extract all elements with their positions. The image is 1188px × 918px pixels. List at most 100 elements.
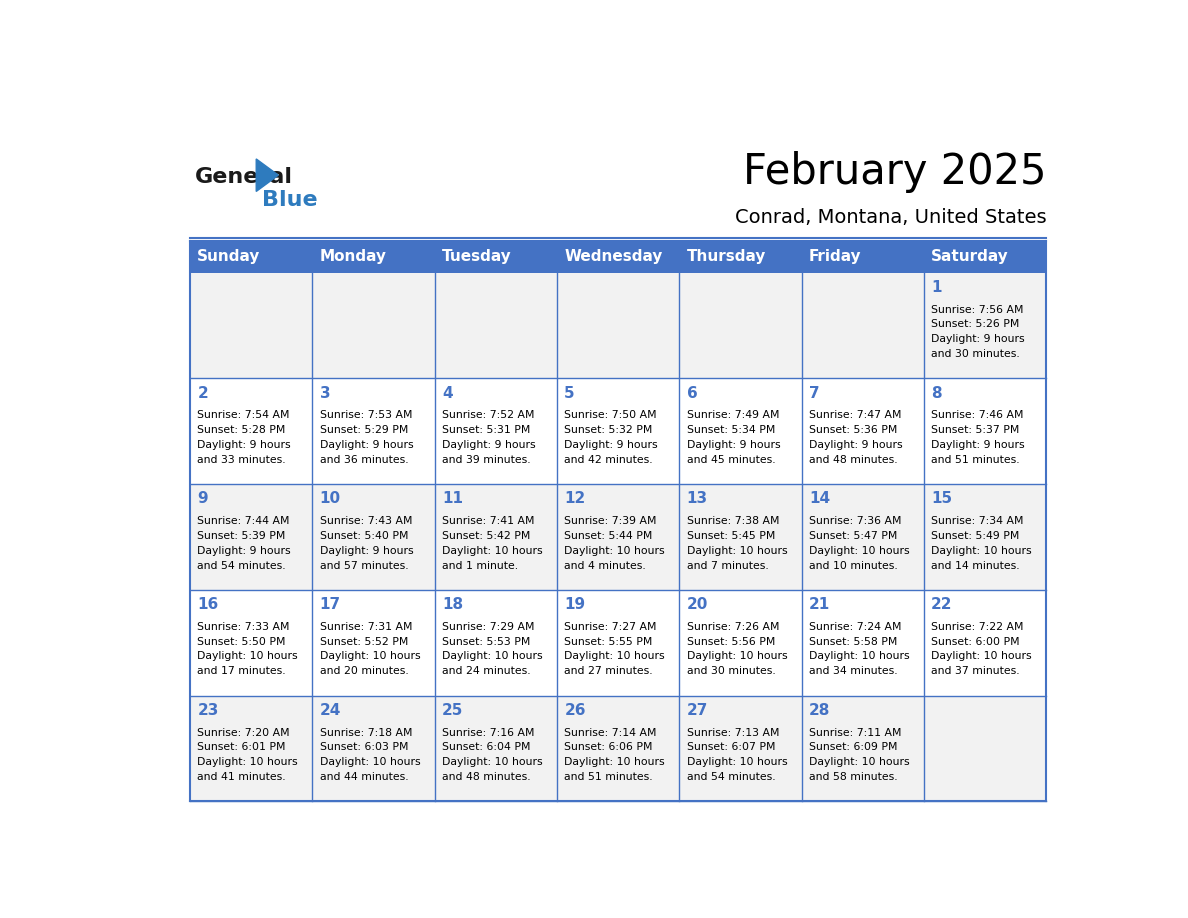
Text: Daylight: 10 hours: Daylight: 10 hours [931,545,1032,555]
Text: Sunrise: 7:11 AM: Sunrise: 7:11 AM [809,728,902,737]
Text: Sunset: 6:07 PM: Sunset: 6:07 PM [687,743,775,753]
Text: Sunset: 5:40 PM: Sunset: 5:40 PM [320,531,409,541]
Text: Friday: Friday [809,250,861,264]
FancyBboxPatch shape [312,378,435,484]
Text: 17: 17 [320,597,341,612]
Text: Sunrise: 7:49 AM: Sunrise: 7:49 AM [687,410,779,420]
Text: Sunrise: 7:33 AM: Sunrise: 7:33 AM [197,621,290,632]
Text: Daylight: 9 hours: Daylight: 9 hours [320,545,413,555]
Text: 28: 28 [809,703,830,718]
Text: February 2025: February 2025 [742,151,1047,194]
Text: and 14 minutes.: and 14 minutes. [931,561,1019,571]
Text: Daylight: 10 hours: Daylight: 10 hours [442,757,543,767]
Text: Conrad, Montana, United States: Conrad, Montana, United States [734,208,1047,227]
FancyBboxPatch shape [435,378,557,484]
FancyBboxPatch shape [435,590,557,696]
FancyBboxPatch shape [312,590,435,696]
Text: 14: 14 [809,491,830,507]
Text: Monday: Monday [320,250,386,264]
Text: 25: 25 [442,703,463,718]
Text: Daylight: 10 hours: Daylight: 10 hours [442,652,543,662]
Text: Sunrise: 7:29 AM: Sunrise: 7:29 AM [442,621,535,632]
Text: 27: 27 [687,703,708,718]
Text: Daylight: 10 hours: Daylight: 10 hours [197,757,298,767]
Text: Sunrise: 7:14 AM: Sunrise: 7:14 AM [564,728,657,737]
Text: Daylight: 9 hours: Daylight: 9 hours [564,440,658,450]
Text: Sunrise: 7:24 AM: Sunrise: 7:24 AM [809,621,902,632]
Text: Sunset: 5:53 PM: Sunset: 5:53 PM [442,636,530,646]
Text: 24: 24 [320,703,341,718]
Text: General: General [195,167,292,187]
Text: Daylight: 10 hours: Daylight: 10 hours [564,652,665,662]
Text: Daylight: 9 hours: Daylight: 9 hours [320,440,413,450]
FancyBboxPatch shape [924,484,1047,590]
Text: Daylight: 10 hours: Daylight: 10 hours [687,652,788,662]
FancyBboxPatch shape [680,696,802,801]
Text: Sunset: 5:32 PM: Sunset: 5:32 PM [564,425,652,435]
FancyBboxPatch shape [312,696,435,801]
Text: Daylight: 10 hours: Daylight: 10 hours [320,757,421,767]
Text: 1: 1 [931,280,942,295]
Text: Daylight: 10 hours: Daylight: 10 hours [931,652,1032,662]
Text: Daylight: 10 hours: Daylight: 10 hours [809,757,910,767]
Text: Sunrise: 7:52 AM: Sunrise: 7:52 AM [442,410,535,420]
Text: Sunset: 5:44 PM: Sunset: 5:44 PM [564,531,652,541]
Text: Sunrise: 7:27 AM: Sunrise: 7:27 AM [564,621,657,632]
FancyBboxPatch shape [802,273,924,378]
FancyBboxPatch shape [680,273,802,378]
Text: Sunset: 5:47 PM: Sunset: 5:47 PM [809,531,897,541]
Text: 15: 15 [931,491,953,507]
Text: Sunset: 5:58 PM: Sunset: 5:58 PM [809,636,897,646]
Text: Sunrise: 7:53 AM: Sunrise: 7:53 AM [320,410,412,420]
FancyBboxPatch shape [190,590,312,696]
FancyBboxPatch shape [557,696,680,801]
Text: 4: 4 [442,386,453,400]
FancyBboxPatch shape [802,484,924,590]
FancyBboxPatch shape [680,378,802,484]
Text: 7: 7 [809,386,820,400]
Text: and 57 minutes.: and 57 minutes. [320,561,409,571]
Text: Daylight: 9 hours: Daylight: 9 hours [197,440,291,450]
Text: Daylight: 10 hours: Daylight: 10 hours [687,545,788,555]
Text: and 7 minutes.: and 7 minutes. [687,561,769,571]
FancyBboxPatch shape [924,273,1047,378]
Text: Saturday: Saturday [931,250,1009,264]
Text: 23: 23 [197,703,219,718]
Text: Sunrise: 7:43 AM: Sunrise: 7:43 AM [320,516,412,526]
Text: Sunrise: 7:36 AM: Sunrise: 7:36 AM [809,516,902,526]
Text: Sunset: 5:36 PM: Sunset: 5:36 PM [809,425,897,435]
Text: Sunset: 5:56 PM: Sunset: 5:56 PM [687,636,775,646]
Text: Sunset: 5:55 PM: Sunset: 5:55 PM [564,636,652,646]
Text: Daylight: 10 hours: Daylight: 10 hours [809,652,910,662]
FancyBboxPatch shape [435,241,557,273]
Text: Daylight: 9 hours: Daylight: 9 hours [931,334,1025,344]
Text: and 45 minutes.: and 45 minutes. [687,454,776,465]
FancyBboxPatch shape [802,590,924,696]
Text: 16: 16 [197,597,219,612]
Text: and 37 minutes.: and 37 minutes. [931,666,1019,677]
FancyBboxPatch shape [680,590,802,696]
Text: Sunrise: 7:50 AM: Sunrise: 7:50 AM [564,410,657,420]
Text: Sunset: 5:39 PM: Sunset: 5:39 PM [197,531,285,541]
FancyBboxPatch shape [190,484,312,590]
Text: and 39 minutes.: and 39 minutes. [442,454,531,465]
Text: Sunrise: 7:46 AM: Sunrise: 7:46 AM [931,410,1024,420]
Text: 5: 5 [564,386,575,400]
Text: and 41 minutes.: and 41 minutes. [197,772,286,782]
Text: Sunrise: 7:26 AM: Sunrise: 7:26 AM [687,621,779,632]
Text: 19: 19 [564,597,586,612]
FancyBboxPatch shape [557,484,680,590]
Text: Sunset: 5:29 PM: Sunset: 5:29 PM [320,425,407,435]
FancyBboxPatch shape [802,696,924,801]
Text: Sunrise: 7:39 AM: Sunrise: 7:39 AM [564,516,657,526]
Text: and 51 minutes.: and 51 minutes. [931,454,1019,465]
FancyBboxPatch shape [190,241,312,273]
Text: and 17 minutes.: and 17 minutes. [197,666,286,677]
Text: 20: 20 [687,597,708,612]
Text: Sunrise: 7:34 AM: Sunrise: 7:34 AM [931,516,1024,526]
Text: Sunset: 5:52 PM: Sunset: 5:52 PM [320,636,407,646]
Text: Daylight: 9 hours: Daylight: 9 hours [442,440,536,450]
Text: Sunset: 5:50 PM: Sunset: 5:50 PM [197,636,286,646]
Text: Sunrise: 7:47 AM: Sunrise: 7:47 AM [809,410,902,420]
Text: Sunset: 5:26 PM: Sunset: 5:26 PM [931,319,1019,330]
